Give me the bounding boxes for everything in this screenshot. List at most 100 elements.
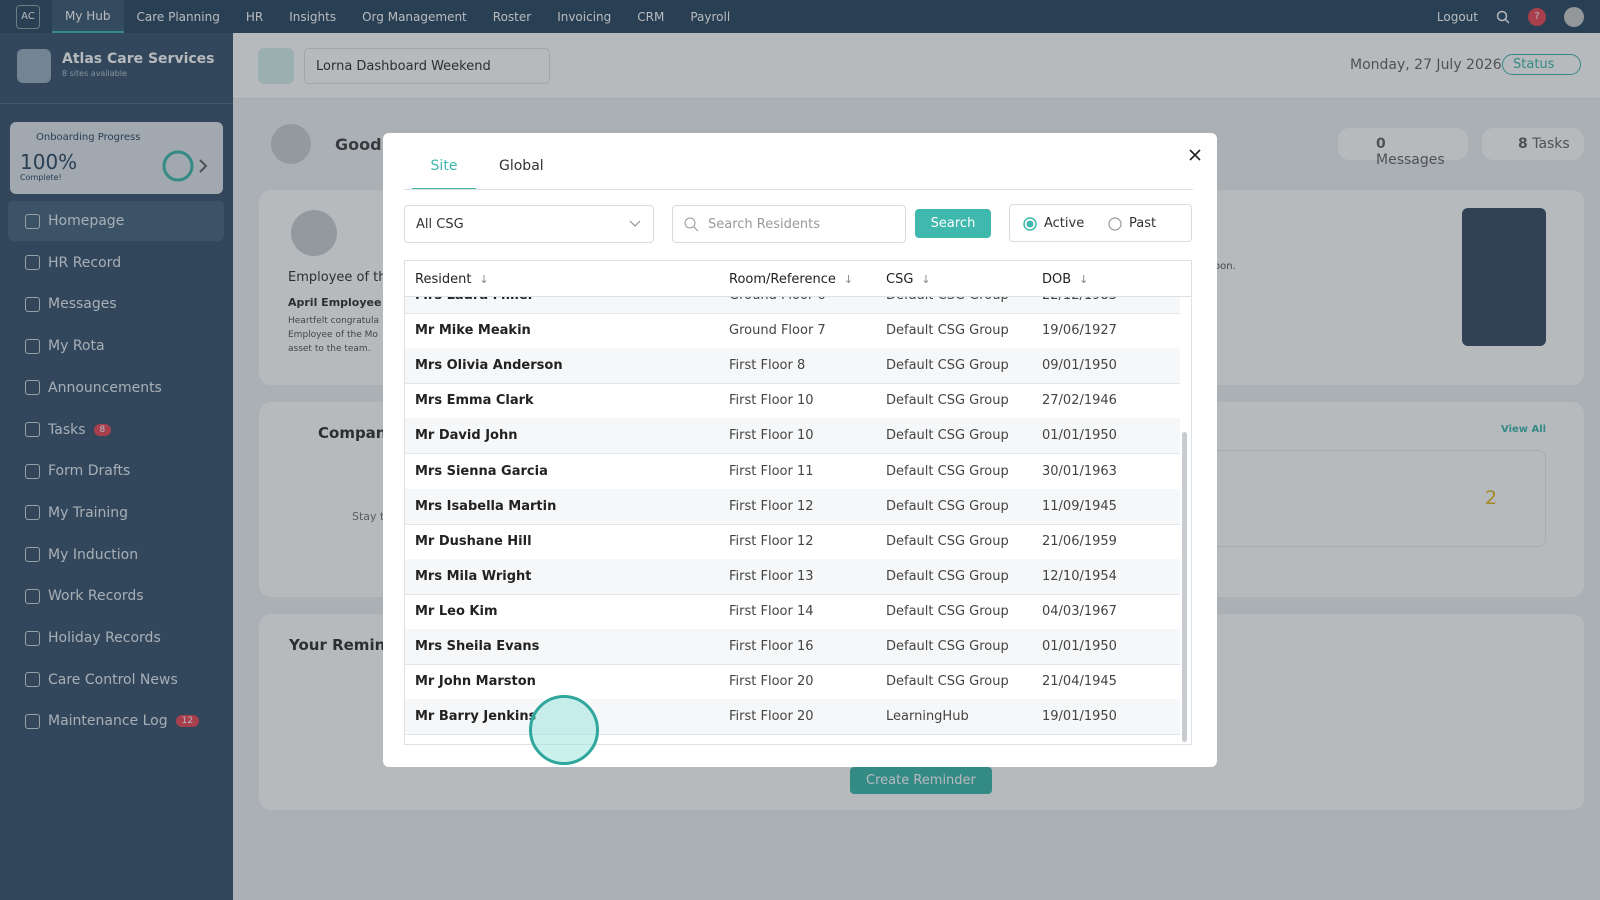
table-row[interactable]: Mrs Isabella Martin First Floor 12 Default… — [405, 488, 1180, 525]
table-row[interactable]: Mr Leo Kim First Floor 14 Default CSG Grou… — [405, 594, 1180, 630]
stay-text: Stay t — [352, 510, 385, 523]
table-row[interactable]: Mrs Mila Wright First Floor 13 Default CSG… — [405, 558, 1180, 595]
cell: First Floor 8 — [729, 358, 806, 374]
side-label: Holiday Records — [48, 630, 161, 646]
column-header[interactable]: CSG ↓ — [886, 261, 931, 297]
side-item[interactable]: My Training — [8, 493, 224, 533]
logout[interactable]: Logout — [1436, 9, 1478, 24]
status-radios: Active Past — [1009, 204, 1192, 242]
company-title: Company — [318, 424, 397, 442]
side-item[interactable]: Homepage — [8, 201, 224, 241]
column-header[interactable]: Room/Reference ↓ — [729, 261, 853, 297]
cell: 04/03/1967 — [1042, 603, 1117, 619]
column-header[interactable]: Resident ↓ — [415, 261, 489, 297]
search-icon — [684, 217, 699, 232]
header: Lorna Dashboard Weekend Monday, 27 July … — [233, 33, 1600, 99]
cell: Default CSG Group — [886, 297, 1009, 303]
onboarding[interactable]: Onboarding Progress 100% Complete! — [10, 122, 223, 194]
messages-pill[interactable]: 0 Messages — [1338, 128, 1468, 168]
side-item[interactable]: Holiday Records — [8, 618, 224, 658]
side-item[interactable]: Work Records — [8, 576, 224, 616]
table-row[interactable]: Mrs Emma Clark First Floor 10 Default CSG … — [405, 383, 1180, 420]
sort-icon: ↓ — [843, 272, 854, 286]
side-item[interactable]: My Rota — [8, 326, 224, 366]
radio-past[interactable] — [1108, 217, 1122, 231]
badge: 12 — [175, 715, 200, 728]
onboarding-percent: 100% — [20, 150, 78, 174]
top-nav: AC My Hub Care Planning HR Insights Org Mana… — [0, 0, 1600, 33]
nav-item[interactable]: Insights — [289, 9, 337, 24]
table-row[interactable]: Mr Barry Jenkins First Floor 20 LearningHu… — [405, 699, 1180, 736]
tab-global[interactable]: Global — [499, 158, 544, 174]
side-item[interactable]: My Induction — [8, 535, 224, 575]
table-row[interactable]: Mrs Sheila Evans First Floor 16 Default CS… — [405, 629, 1180, 665]
radio-active[interactable] — [1023, 217, 1037, 231]
cell: 22/12/1983 — [1042, 297, 1117, 303]
nav-item[interactable]: HR — [245, 9, 264, 24]
view-all[interactable]: View All — [1501, 424, 1547, 435]
search-button[interactable]: Search — [915, 209, 991, 238]
side-item[interactable]: Form Drafts — [8, 451, 224, 491]
tab-divider — [404, 189, 1193, 190]
table-row[interactable]: Mrs Olivia Anderson First Floor 8 Default … — [405, 348, 1180, 385]
side-item[interactable]: Tasks 8 — [8, 410, 224, 450]
cell: 11/09/1945 — [1042, 498, 1117, 514]
dashboard-select[interactable]: Lorna Dashboard Weekend — [304, 48, 550, 84]
tasks-pill[interactable]: 8 Tasks — [1482, 128, 1584, 160]
employee-line: asset to the team. — [288, 344, 371, 354]
cell: Default CSG Group — [886, 568, 1009, 584]
table-row[interactable]: Mr Dushane Hill First Floor 12 Default CSG… — [405, 524, 1180, 560]
employee-line: Employee of the Mo — [288, 330, 378, 340]
side-item[interactable]: Messages — [8, 284, 224, 324]
cell: 01/01/1950 — [1042, 639, 1117, 654]
tab-site[interactable]: Site — [412, 158, 476, 190]
side-item[interactable]: Maintenance Log 12 — [8, 701, 224, 741]
table-row[interactable]: Mrs Sienna Garcia First Floor 11 Default C… — [405, 454, 1180, 490]
cell: 01/01/1950 — [1042, 428, 1117, 444]
cell: Mr Dushane Hill — [415, 533, 532, 549]
table-row[interactable]: Mr David John First Floor 10 Default CSG G… — [405, 418, 1180, 455]
cell: Ground Floor 7 — [729, 323, 826, 339]
search-input[interactable]: Search Residents — [672, 205, 906, 243]
table-header: Resident ↓ Room/Reference ↓ CSG ↓ DOB ↓ — [405, 261, 1191, 297]
side-label: Homepage — [48, 213, 125, 229]
nav-item[interactable]: My Hub — [52, 0, 124, 33]
search-placeholder: Search Residents — [708, 216, 820, 232]
side-item[interactable]: Care Control News — [8, 660, 224, 700]
side-label: Maintenance Log — [48, 713, 168, 730]
close-button[interactable] — [1188, 148, 1202, 162]
search-icon[interactable] — [1496, 10, 1510, 24]
sort-icon: ↓ — [921, 272, 931, 286]
chevron — [629, 220, 641, 227]
table-row[interactable]: Mr Mike Meakin Ground Floor 7 Default CSG … — [405, 313, 1180, 350]
onboarding-status: Complete! — [20, 173, 62, 182]
csg-select[interactable]: All CSG — [404, 205, 654, 243]
nav-item[interactable]: CRM — [637, 9, 665, 24]
cell: Mrs Olivia Anderson — [415, 358, 563, 374]
table-row[interactable]: Mr John Marston First Floor 20 Default CSG… — [405, 664, 1180, 701]
nav-item[interactable]: Org Management — [362, 9, 467, 24]
nav-item[interactable]: Payroll — [690, 9, 731, 24]
avatar[interactable] — [1564, 6, 1584, 27]
nav-item[interactable]: Care Planning — [136, 9, 220, 24]
scrollbar — [1182, 432, 1187, 742]
help[interactable]: ? — [1528, 7, 1546, 26]
column-header[interactable]: DOB ↓ — [1042, 261, 1088, 297]
logo[interactable]: AC — [16, 4, 40, 29]
create-reminder[interactable]: Create Reminder — [850, 767, 992, 794]
cell: Default CSG Group — [886, 393, 1009, 409]
home-button[interactable] — [258, 48, 294, 84]
nav-item[interactable]: Roster — [492, 9, 532, 24]
cell: Default CSG Group — [886, 533, 1009, 549]
cell: First Floor 11 — [729, 463, 814, 479]
cell: 19/01/1950 — [1042, 709, 1117, 725]
side-label: My Rota — [48, 338, 105, 355]
side-item[interactable]: HR Record — [8, 243, 224, 283]
nav-item[interactable]: Invoicing — [557, 9, 612, 24]
status[interactable]: Status — [1502, 54, 1582, 75]
holiday-count: 2 — [1485, 487, 1498, 509]
side-item[interactable]: Announcements — [8, 368, 224, 408]
cell: 19/06/1927 — [1042, 323, 1117, 339]
cell: Mr Barry Jenkins — [415, 709, 537, 725]
table-row[interactable]: Mrs Laura Miller Ground Floor 6 Default CS… — [405, 297, 1180, 314]
